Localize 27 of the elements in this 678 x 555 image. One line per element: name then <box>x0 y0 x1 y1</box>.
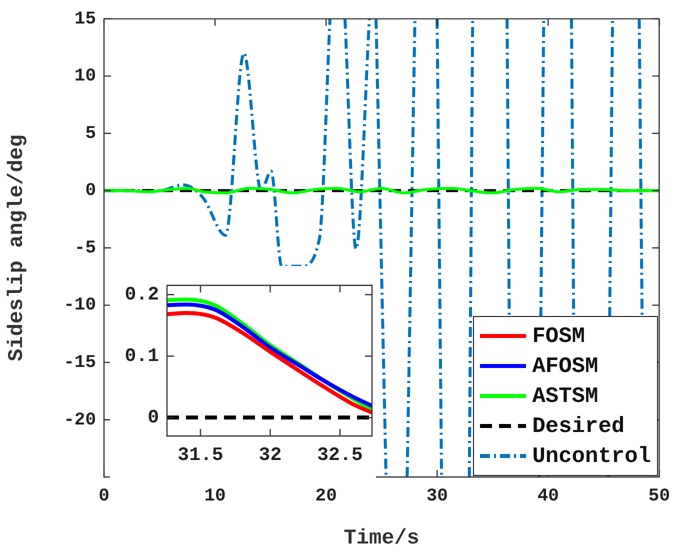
y-tick-label: -15 <box>64 352 96 373</box>
legend-label: ASTSM <box>532 384 598 408</box>
y-tick-label: 0 <box>148 406 159 428</box>
y-tick-label: -20 <box>64 410 96 430</box>
x-tick-label: 10 <box>204 486 226 506</box>
y-tick-label: 5 <box>85 124 96 144</box>
legend-label: FOSM <box>532 324 585 348</box>
y-tick-label: 0.1 <box>124 344 159 367</box>
x-tick-label: 0 <box>98 486 110 506</box>
x-tick-label: 30 <box>426 486 448 506</box>
y-tick-label: 15 <box>74 9 96 30</box>
y-tick-label: 0 <box>85 181 96 202</box>
x-tick-label: 32 <box>258 444 282 466</box>
x-tick-label: 32.5 <box>317 444 363 466</box>
y-tick-label: 10 <box>74 66 96 87</box>
legend-label: AFOSM <box>532 354 598 378</box>
legend-label: Uncontrol <box>532 444 652 468</box>
y-tick-label: 0.2 <box>124 283 159 306</box>
x-axis-title: Time/s <box>344 528 420 551</box>
x-tick-label: 40 <box>537 486 559 506</box>
y-tick-label: -10 <box>64 296 96 316</box>
y-axis-title: Sideslip angle/deg <box>6 134 29 362</box>
legend-label: Desired <box>532 414 625 438</box>
x-tick-label: 31.5 <box>178 444 224 466</box>
x-tick-label: 20 <box>315 486 337 506</box>
x-tick-label: 50 <box>648 486 670 506</box>
y-tick-label: -5 <box>74 238 96 258</box>
